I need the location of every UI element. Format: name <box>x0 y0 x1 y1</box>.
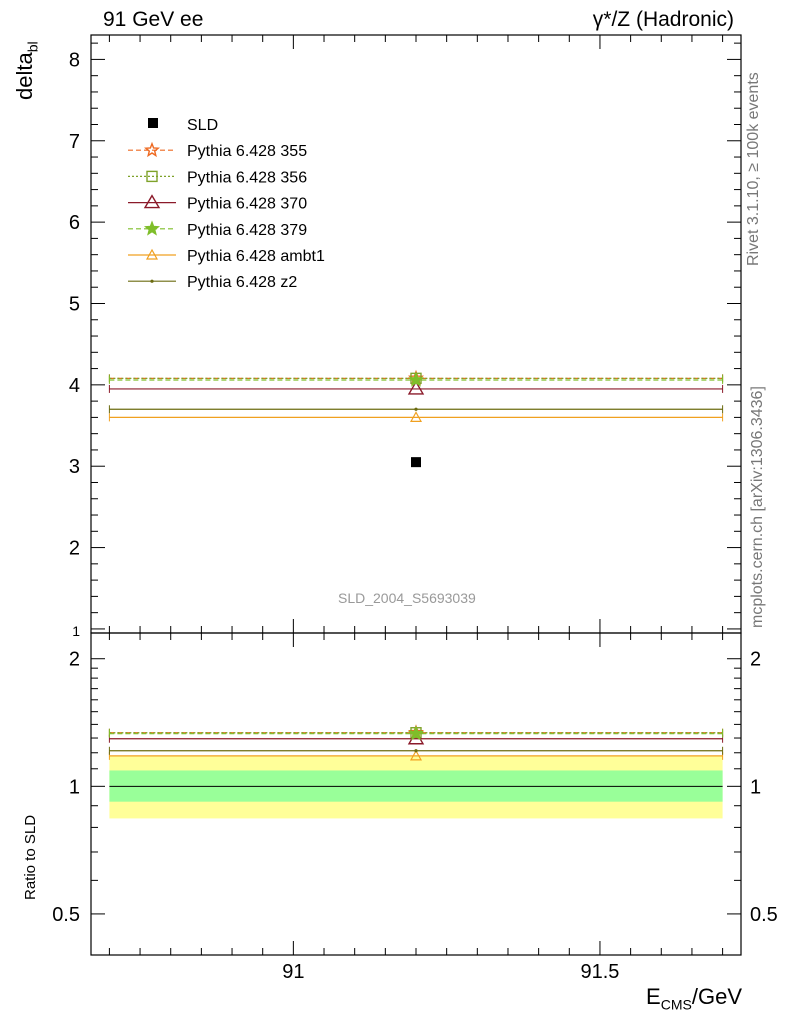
main-y-tick-label: 8 <box>69 49 80 71</box>
main-series-marker-2 <box>407 380 425 395</box>
header-left-label: 91 GeV ee <box>103 8 204 31</box>
legend-marker-3 <box>143 220 161 236</box>
x-axis-label-sub: CMS <box>660 996 692 1013</box>
x-axis-label-text: E <box>646 984 661 1009</box>
header-right-label: γ*/Z (Hadronic) <box>592 8 734 31</box>
main-y-tick-label: 2 <box>69 538 80 560</box>
analysis-watermark: SLD_2004_S5693039 <box>338 590 476 606</box>
legend-label-1: Pythia 6.428 356 <box>187 169 307 186</box>
data-point-sld <box>411 457 421 468</box>
ratio-series-marker-5 <box>414 749 418 753</box>
ratio-y-tick-label-right: 1 <box>750 776 761 798</box>
mcplots-reference-text: mcplots.cern.ch [arXiv:1306.3436] <box>749 386 766 628</box>
x-axis-label-unit: /GeV <box>691 984 742 1009</box>
main-series-marker-4 <box>409 411 423 422</box>
ratio-y-tick-label-left: 1 <box>69 776 80 798</box>
legend-label-4: Pythia 6.428 ambt1 <box>187 248 325 265</box>
main-y-tick-label: 6 <box>69 212 80 234</box>
main-y-tick-label: 5 <box>69 293 80 315</box>
ratio-y-tick-label-left: 0.5 <box>52 904 80 926</box>
rivet-version-text: Rivet 3.1.10, ≥ 100k events <box>745 72 762 266</box>
x-tick-label: 91.5 <box>580 961 619 983</box>
x-axis-label: ECMS/GeV <box>646 984 742 1012</box>
main-series-marker-5 <box>414 407 418 411</box>
legend-marker-0 <box>143 141 161 158</box>
ratio-series-marker-4 <box>409 749 423 761</box>
legend-label-sld: SLD <box>187 117 218 134</box>
ratio-y-axis-label: Ratio to SLD <box>22 814 39 900</box>
main-y-axis-label-sub: bl <box>24 41 41 53</box>
legend-marker-sld <box>148 118 158 128</box>
legend-label-0: Pythia 6.428 355 <box>187 143 307 160</box>
legend-marker-5 <box>150 279 154 283</box>
main-y-axis-label: deltabl <box>12 41 40 100</box>
main-y-tick-label: 1 <box>72 623 80 639</box>
main-series-marker-3 <box>407 371 425 387</box>
legend-label-2: Pythia 6.428 370 <box>187 196 307 213</box>
main-y-tick-label: 4 <box>69 375 80 397</box>
x-tick-label: 91 <box>282 961 304 983</box>
legend-marker-4 <box>145 248 159 260</box>
ratio-y-tick-label-left: 2 <box>69 649 80 671</box>
main-y-axis-label-text: delta <box>12 52 37 100</box>
legend-label-3: Pythia 6.428 379 <box>187 222 307 239</box>
main-y-tick-label: 3 <box>69 456 80 478</box>
legend-marker-1 <box>146 170 158 183</box>
ratio-y-tick-label-right: 2 <box>750 649 761 671</box>
legend-marker-2 <box>143 194 161 209</box>
ratio-y-tick-label-right: 0.5 <box>750 904 778 926</box>
main-y-tick-label: 7 <box>69 131 80 153</box>
legend-label-5: Pythia 6.428 z2 <box>187 274 297 291</box>
ratio-series-marker-3 <box>407 725 425 741</box>
